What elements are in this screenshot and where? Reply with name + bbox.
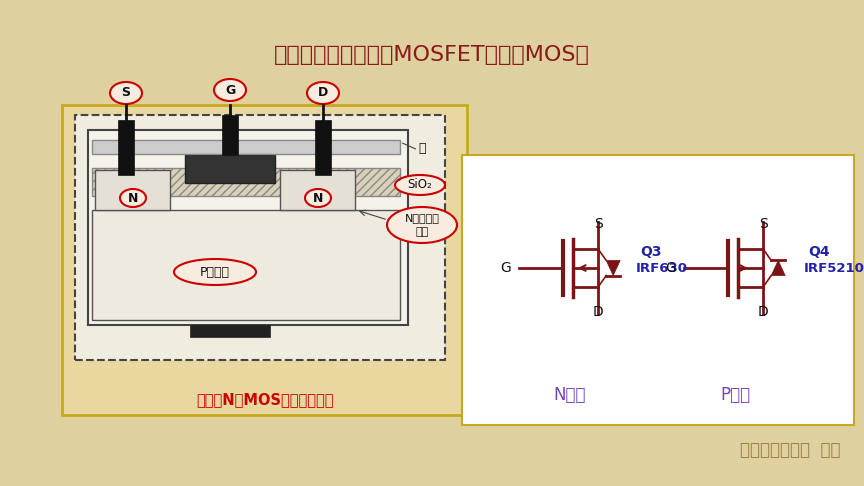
Ellipse shape — [307, 82, 339, 104]
Bar — [190, 325, 270, 337]
Text: 从零到一学维修  录制: 从零到一学维修 录制 — [740, 441, 840, 459]
Text: N沟道: N沟道 — [554, 386, 587, 404]
Text: 材料: 材料 — [416, 227, 429, 237]
Bar — [280, 170, 355, 210]
Polygon shape — [772, 260, 785, 276]
Text: G: G — [665, 261, 676, 275]
Text: G: G — [225, 84, 235, 97]
Text: D: D — [318, 87, 328, 100]
Text: SiO₂: SiO₂ — [408, 178, 432, 191]
Bar — [95, 170, 170, 210]
Bar — [462, 155, 854, 425]
Ellipse shape — [214, 79, 246, 101]
Text: G: G — [500, 261, 511, 275]
Text: P沟道: P沟道 — [720, 386, 750, 404]
Bar — [92, 168, 400, 196]
Bar — [88, 130, 408, 325]
Ellipse shape — [387, 207, 457, 243]
Text: N: N — [128, 191, 138, 205]
Polygon shape — [607, 260, 620, 276]
Text: IRF630: IRF630 — [636, 261, 688, 275]
Ellipse shape — [174, 259, 256, 285]
Bar — [92, 210, 400, 320]
Bar — [118, 120, 134, 175]
Ellipse shape — [110, 82, 142, 104]
Bar — [315, 120, 331, 175]
Text: N: N — [313, 191, 323, 205]
Ellipse shape — [305, 189, 331, 207]
Text: S: S — [594, 217, 602, 231]
Ellipse shape — [395, 175, 445, 195]
Text: Q3: Q3 — [640, 245, 662, 259]
Bar — [185, 155, 275, 183]
Text: IRF5210: IRF5210 — [804, 261, 864, 275]
Text: N型半导体: N型半导体 — [404, 213, 440, 223]
Text: S: S — [759, 217, 767, 231]
Text: S: S — [122, 87, 130, 100]
Bar — [62, 105, 467, 415]
Text: P型衬底: P型衬底 — [200, 265, 230, 278]
Text: 绝缘栅型场效应管（MOSFET）简称MOS管: 绝缘栅型场效应管（MOSFET）简称MOS管 — [274, 45, 590, 65]
Text: Q4: Q4 — [808, 245, 829, 259]
Bar — [75, 115, 445, 360]
Text: 增强型N型MOS管结构示意图: 增强型N型MOS管结构示意图 — [196, 393, 334, 407]
Bar — [92, 140, 400, 154]
Text: D: D — [593, 305, 604, 319]
Bar — [222, 115, 238, 155]
Text: D: D — [758, 305, 769, 319]
Text: 铝: 铝 — [418, 141, 425, 155]
Ellipse shape — [120, 189, 146, 207]
